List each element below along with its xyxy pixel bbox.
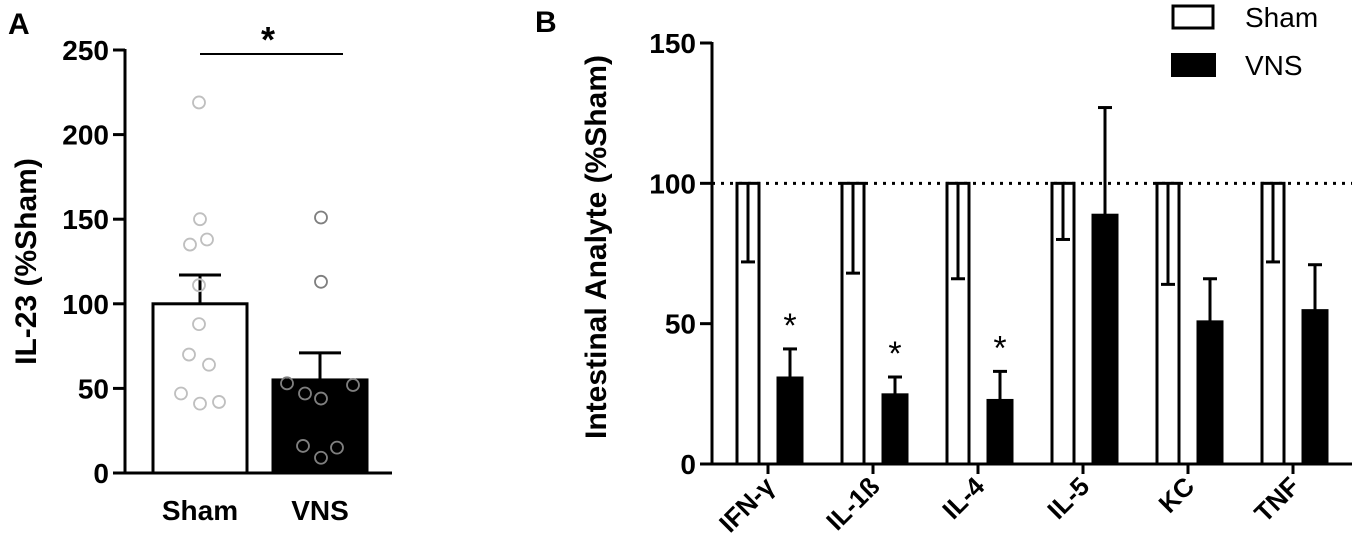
data-point-sham <box>182 347 196 362</box>
y-tick-label-a: 50 <box>78 373 109 404</box>
significance-star-b: * <box>888 335 901 373</box>
data-point-vns <box>296 439 310 453</box>
data-point-sham <box>192 317 206 332</box>
data-point-vns <box>314 450 328 465</box>
legend-label-sham: Sham <box>1245 2 1318 33</box>
y-tick-label-b: 150 <box>649 28 696 59</box>
data-point-sham <box>192 95 206 110</box>
data-point-vns <box>314 210 328 225</box>
y-tick-label-a: 200 <box>62 120 109 151</box>
legend-label-vns: VNS <box>1245 50 1303 81</box>
x-tick-label-a: Sham <box>162 495 238 526</box>
x-tick-label-a: VNS <box>291 495 349 526</box>
legend-swatch-vns <box>1171 53 1216 77</box>
data-point-vns <box>346 378 360 392</box>
bar-vns <box>1301 309 1329 465</box>
significance-star-b: * <box>993 329 1006 367</box>
x-tick-label-b: TNF <box>1248 471 1305 528</box>
y-tick-label-a: 250 <box>62 35 109 66</box>
legend-swatch-sham <box>1171 4 1215 30</box>
bar-sham <box>151 302 249 475</box>
data-point-sham <box>202 357 216 372</box>
panel-label-a: A <box>8 8 30 41</box>
bar-vns <box>881 393 909 465</box>
y-tick-label-b: 50 <box>665 309 696 340</box>
bar-vns <box>986 398 1014 465</box>
data-point-vns <box>314 391 328 406</box>
bar-vns <box>271 378 369 475</box>
panel-label-b: B <box>535 6 557 39</box>
data-point-sham <box>212 395 226 409</box>
data-point-sham <box>200 232 214 247</box>
y-tick-label-b: 0 <box>680 449 696 480</box>
data-point-sham <box>193 396 207 411</box>
data-point-sham <box>183 237 197 252</box>
data-point-vns <box>280 376 294 391</box>
bar-vns <box>1091 213 1119 465</box>
data-point-vns <box>330 440 344 455</box>
data-point-sham <box>174 386 188 401</box>
y-tick-label-a: 100 <box>62 289 109 320</box>
bar-vns <box>1196 320 1224 465</box>
data-point-sham <box>193 212 207 227</box>
panel-b: B 0 50 100 150 Intestinal Analyte (%Sham) * IFN… <box>535 2 1352 538</box>
bar-vns <box>776 376 804 465</box>
x-tick-label-b: KC <box>1152 471 1200 519</box>
y-tick-label-b: 100 <box>649 168 696 199</box>
significance-star-a: * <box>261 19 275 60</box>
y-axis-label-b: Intestinal Analyte (%Sham) <box>580 55 613 439</box>
significance-star-b: * <box>783 307 796 345</box>
y-axis-label-a: IL-23 (%Sham) <box>10 158 43 365</box>
data-point-vns <box>298 386 312 401</box>
x-tick-label-b: IFN-γ <box>713 471 781 539</box>
x-tick-label-b: IL-1ß <box>820 471 885 536</box>
x-tick-label-b: IL-5 <box>1041 471 1095 525</box>
y-tick-label-a: 150 <box>62 204 109 235</box>
data-point-sham <box>192 278 206 293</box>
panel-a: A 0 50 100 150 200 250 IL-23 (%Sham) Sham VNS * <box>8 8 392 526</box>
x-tick-label-b: IL-4 <box>936 471 990 525</box>
y-tick-label-a: 0 <box>93 458 109 489</box>
data-point-vns <box>314 274 328 289</box>
